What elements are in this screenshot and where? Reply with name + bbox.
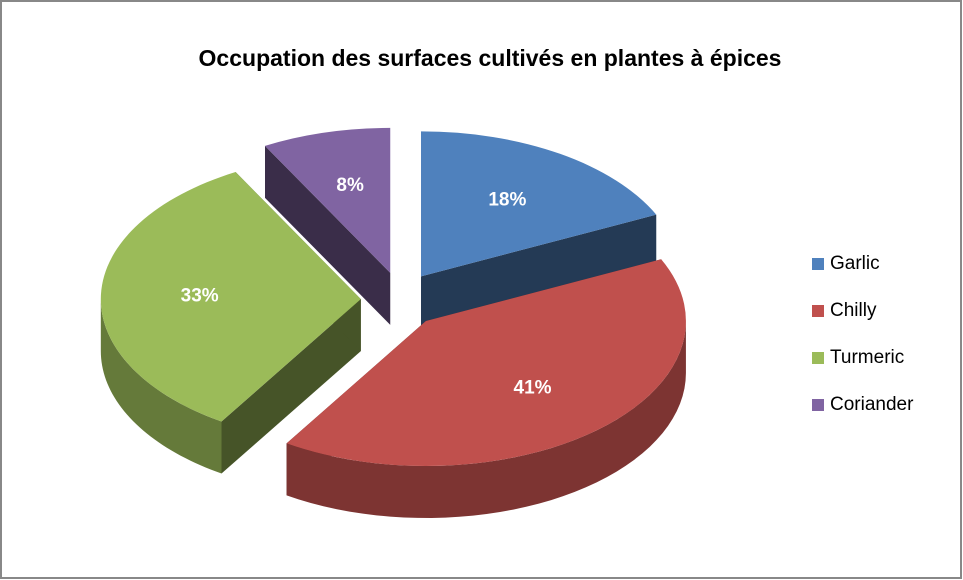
data-label: 8% — [336, 175, 364, 196]
legend-swatch — [812, 352, 824, 364]
slice-cut-face — [221, 299, 361, 474]
data-label: 18% — [488, 189, 526, 210]
pie-slice — [264, 127, 391, 273]
pie-slice — [286, 259, 686, 467]
legend-label: Garlic — [830, 253, 880, 274]
legend-label: Turmeric — [830, 347, 904, 368]
slice-cut-face — [264, 145, 391, 325]
legend-swatch — [812, 258, 824, 270]
chart-title: Occupation des surfaces cultivés en plan… — [199, 45, 782, 71]
pie-slice — [421, 131, 657, 277]
data-label: 41% — [514, 377, 552, 398]
pie-slice — [100, 172, 361, 422]
legend-label: Chilly — [830, 300, 877, 321]
pie-tops — [100, 127, 686, 467]
slice-side — [100, 299, 222, 474]
slice-cut-face — [421, 214, 657, 329]
legend-swatch — [812, 305, 824, 317]
legend-label: Coriander — [830, 394, 914, 415]
legend-swatch — [812, 399, 824, 411]
data-label: 33% — [181, 285, 219, 306]
slice-side — [286, 321, 686, 518]
